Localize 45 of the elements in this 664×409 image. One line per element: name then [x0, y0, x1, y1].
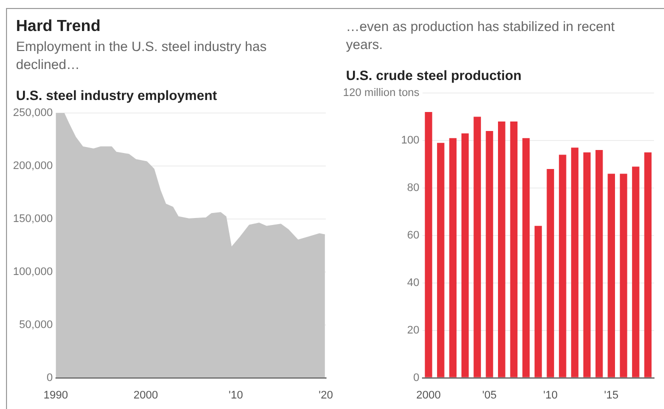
bar — [596, 150, 603, 378]
bar — [632, 166, 640, 378]
y-tick-label: 20 — [407, 324, 420, 336]
y-tick-label: 150,000 — [12, 212, 53, 225]
y-tick-label: 100 — [401, 134, 420, 146]
bar — [424, 112, 432, 378]
bar — [608, 174, 615, 378]
y-tick-label: 0 — [46, 372, 53, 384]
x-tick-label: '20 — [318, 389, 334, 402]
bar — [583, 152, 591, 378]
y-tick-label: 100,000 — [12, 266, 53, 278]
bar — [461, 133, 469, 378]
y-tick-label: 0 — [413, 372, 420, 384]
x-tick-label: '15 — [604, 389, 619, 402]
bar — [522, 138, 530, 378]
bar — [620, 174, 628, 378]
bar — [571, 148, 578, 378]
bar — [534, 226, 542, 378]
x-tick-label: '05 — [482, 389, 497, 402]
chart-subtitle: Employment in the U.S. steel industry has declined… — [16, 38, 268, 74]
y-tick-label: 40 — [407, 276, 420, 289]
chart-subtitle: …even as production has stabilized in recent years. — [346, 18, 616, 54]
chart-title: U.S. steel industry employment — [16, 88, 218, 103]
bar — [437, 142, 444, 378]
chart-title: U.S. crude steel production — [346, 68, 523, 83]
x-tick-label: 2000 — [134, 389, 158, 402]
y-tick-label: 250,000 — [12, 107, 53, 120]
bar — [449, 138, 457, 378]
bar — [498, 121, 506, 378]
y-tick-label: 120 million tons — [342, 87, 420, 100]
bar — [510, 121, 518, 378]
bar — [644, 152, 652, 378]
y-tick-label: 200,000 — [12, 160, 53, 172]
x-tick-label: 1990 — [44, 389, 68, 402]
bar — [486, 130, 494, 378]
y-tick-label: 50,000 — [19, 318, 53, 331]
bar — [474, 116, 481, 378]
bar — [546, 168, 554, 378]
x-tick-label: 2000 — [416, 389, 441, 402]
y-tick-label: 60 — [407, 229, 420, 242]
x-tick-label: '10 — [543, 389, 558, 402]
y-tick-label: 80 — [407, 182, 420, 194]
bar — [558, 154, 566, 378]
x-tick-label: '10 — [228, 389, 243, 402]
text: Hard Trend — [16, 18, 102, 36]
